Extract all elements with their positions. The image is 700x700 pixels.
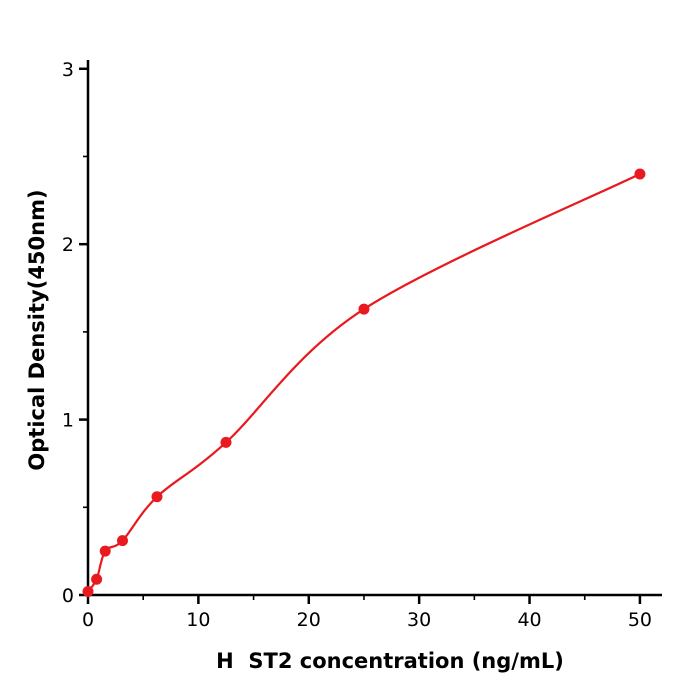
axes: 0 10 20 30 40 50 0 1 2 3 [62,59,662,631]
data-point [82,585,94,597]
y-tick-label: 3 [62,59,74,81]
data-point [220,436,232,448]
x-axis-title: H ST2 concentration (ng/mL) [216,649,564,673]
series [82,168,646,597]
data-point [91,573,103,585]
x-tick-label: 20 [297,609,321,631]
data-point [358,303,370,315]
data-point [634,168,646,180]
data-point [99,545,111,557]
x-tick-label: 10 [186,609,210,631]
y-axis-title: Optical Density(450nm) [25,189,49,470]
data-point [116,535,128,547]
x-tick-label: 50 [628,609,652,631]
x-tick-label: 30 [407,609,431,631]
y-tick-label: 2 [62,234,74,256]
y-tick-label: 1 [62,410,74,432]
y-tick-label: 0 [62,585,74,607]
x-tick-label: 0 [82,609,94,631]
data-point [151,491,163,503]
fit-curve [86,172,642,593]
x-tick-label: 40 [517,609,541,631]
